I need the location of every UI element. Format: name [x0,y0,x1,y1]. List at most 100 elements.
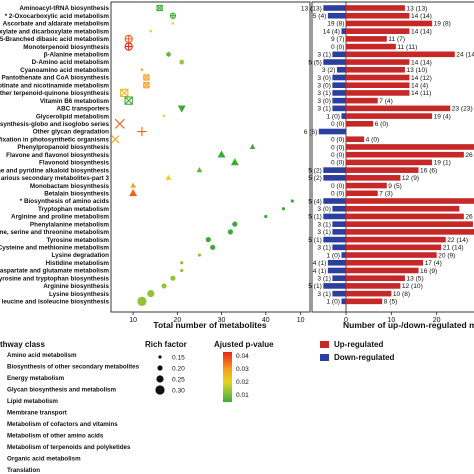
bar-down-label: 0 (0) [331,191,345,198]
bar-down-label: 5 (1) [308,237,322,244]
bar-up [346,113,433,119]
scatter-point [170,275,176,281]
rich-factor-dot [155,385,165,395]
scatter-point [162,114,166,118]
scatter-point [111,135,120,144]
bar-up [346,182,387,189]
bar-up-label: 14 (12) [411,75,432,82]
bar-down-label: 1 (0) [326,113,340,120]
bar-down-label: 5 (2) [308,175,322,182]
bar-x-tick-label: 0 [344,317,348,324]
row-label: other terpenoid-quinone biosynthesis [0,90,109,97]
row-label: Flavone and flavonol biosynthesis [6,152,109,159]
scatter-point [177,105,186,113]
bar-down-label: 3 (1) [317,52,331,59]
pvalue-tick: 0.03 [236,366,249,373]
bar-down-label: 3 (0) [317,98,331,105]
bar-up-label: 4 (0) [366,137,380,144]
scatter-point [249,143,256,150]
bar-up [346,167,419,173]
bar-up [346,298,383,305]
bar-up-label: 26 (1) [465,214,474,221]
bar-down [323,213,346,220]
row-label: Ascorbate and aldarate metabolism [3,21,110,28]
row-label: yrosine and tryptophan biosynthesis [0,275,109,282]
scatter-x-tick-label: 40 [262,317,270,324]
bar-up-label: 12 (9) [402,175,419,182]
scatter-x-axis-title: Total number of metabolites [153,320,266,330]
scatter-point [129,188,138,197]
bar-up [346,28,410,34]
bar-up-label: 19 (1) [434,160,451,167]
bar-up-label: 23 (23) [452,106,473,113]
bar-up [346,205,460,212]
scatter-point [130,182,136,188]
bar-up [346,20,433,27]
bar-down [332,82,346,88]
bar-x-tick-label: 20 [433,317,441,324]
legend-down-label: Down-regulated [334,353,395,362]
row-label: Pantothenate and CoA biosynthesis [1,75,109,82]
axes: 10203040100102030 [129,312,441,324]
bar-down [332,229,346,235]
bar-up-label: 11 (7) [388,36,405,43]
bar-up-label: 14 (11) [411,90,431,97]
bar-up [346,144,474,150]
row-label: Flavonoid biosynthesis [39,160,109,167]
bar-down [323,198,346,204]
bar-down [323,5,346,11]
bar-up [346,5,405,11]
row-label: Lysine biosynthesis [49,291,109,298]
rich-factor-legend: 0.15 0.20 0.25 0.30 [155,354,185,395]
bar-up [346,236,446,243]
bar-up-label: 14 (14) [411,28,432,35]
bar-x-tick-label: 10 [387,317,395,324]
bar-down-label: 0 (0) [331,183,345,190]
pathway-class-item: Lipid metabolism [7,398,58,405]
bar-up-label: 19 (8) [434,21,451,28]
row-label: Monobactam biosynthesis [30,183,110,190]
scatter-point [143,82,150,89]
row-label: Lysine degradation [52,252,110,259]
bar-down-label: 6 (6) [304,129,318,136]
bar-down [341,113,346,119]
pvalue-ticks: 0.04 0.03 0.02 0.01 [236,353,249,399]
row-label: arious secondary metabolites-part 3 [1,175,110,182]
row-label: Tryptophan metabolism [38,206,109,213]
bar-down-label: 3 (0) [317,83,331,90]
bar-up-label: 6 (0) [375,121,389,128]
bar-up-label: 14 (14) [411,59,432,66]
row-label: nsynthesis-globo and isoglobo series [0,121,109,128]
scatter-point [232,221,238,227]
bar-down [332,290,346,297]
row-label: fixation in photosynthetic organisms [0,136,109,143]
scatter-point [140,68,144,72]
pathway-class-item: Metabolism of terpenoids and polyketides [7,444,131,451]
bar-down [332,244,346,251]
bar-down-label: 3 (1) [317,291,331,298]
bar-up [346,90,410,96]
scatter-point [264,214,268,219]
scatter-point [197,253,202,257]
scatter-point [227,229,233,235]
scatter-point [165,174,172,180]
row-label: Arginine and proline metabolism [11,214,109,221]
bar-down-label: 0 (0) [331,144,345,151]
bar-up [346,221,473,227]
bar-down-label: 0 (0) [331,160,345,167]
bar-up-label: 12 (10) [402,283,423,290]
bar-up-label: 24 (14) [456,52,474,59]
bar-up-label: 17 (4) [425,260,442,267]
bar-up [346,151,464,158]
rich-factor-value: 0.20 [172,365,185,372]
bar-down-label: 3 (1) [317,106,331,113]
scatter-point [120,88,129,98]
row-label: Vitamin B6 metabolism [40,98,110,105]
row-label: otinate and nicotinamide metabolism [0,82,109,89]
bar-down [323,167,346,173]
pathway-class-item: Organic acid metabolism [7,456,81,463]
bar-down-label: 3 (1) [317,90,331,97]
bar-up [346,259,424,266]
bar-down-label: 5 (2) [308,167,322,174]
scatter-point [124,42,133,51]
